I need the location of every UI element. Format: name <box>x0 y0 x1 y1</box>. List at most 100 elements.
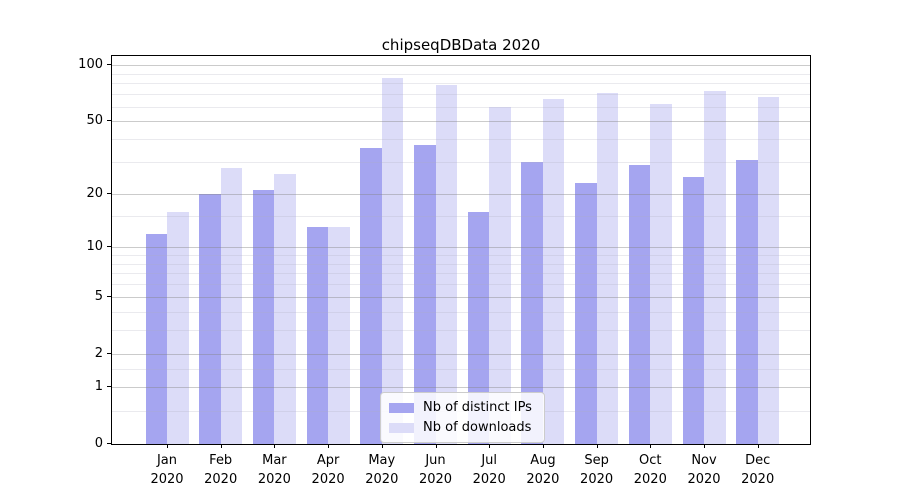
x-axis-tick-label: Dec 2020 <box>726 452 790 490</box>
x-tick-year: 2020 <box>687 471 721 487</box>
bar-downloads <box>328 227 350 444</box>
grid-line-minor <box>112 162 810 164</box>
y-axis-tick-label: 20 <box>86 186 103 202</box>
x-tick-year: 2020 <box>741 471 775 487</box>
x-tick-month: Feb <box>209 453 233 468</box>
legend-swatch-icon <box>389 422 414 433</box>
x-tick-month: Dec <box>745 453 771 468</box>
y-axis-tick-label: 0 <box>94 436 103 451</box>
bar-distinct-ips <box>575 183 597 444</box>
x-axis-tick <box>435 444 437 448</box>
bar-distinct-ips <box>252 190 275 444</box>
x-tick-month: May <box>368 453 396 468</box>
x-axis-tick-label: Jun 2020 <box>404 452 468 490</box>
x-tick-year: 2020 <box>526 471 560 487</box>
x-tick-month: Mar <box>262 453 287 468</box>
y-axis-tick-label: 5 <box>94 288 103 304</box>
x-tick-year: 2020 <box>365 471 399 487</box>
grid-line-minor <box>112 255 810 256</box>
x-axis-tick-label: Aug 2020 <box>511 452 575 490</box>
bar-distinct-ips <box>521 162 543 444</box>
y-axis-tick <box>107 120 111 122</box>
grid-line-minor <box>112 216 810 218</box>
grid-line-minor <box>112 73 810 75</box>
legend-label: Nb of distinct IPs <box>423 400 532 415</box>
x-axis-tick <box>220 444 222 448</box>
y-axis-tick-label: 100 <box>78 57 103 73</box>
bar-distinct-ips <box>414 145 436 444</box>
bar-downloads <box>650 104 672 444</box>
grid-line-minor <box>112 273 810 275</box>
x-tick-month: Oct <box>639 453 662 468</box>
legend-label: Nb of downloads <box>423 420 532 435</box>
x-axis-tick <box>704 444 705 448</box>
x-tick-month: Sep <box>584 453 609 468</box>
y-axis-tick <box>107 352 111 354</box>
bar-downloads <box>167 211 189 444</box>
y-axis-tick-label: 50 <box>86 113 103 129</box>
grid-line-minor <box>112 106 810 108</box>
grid-line-minor <box>112 94 810 96</box>
grid-line-major <box>112 296 810 298</box>
x-tick-year: 2020 <box>257 471 291 487</box>
y-axis-tick <box>107 246 111 248</box>
x-axis-tick-label: Feb 2020 <box>189 452 253 490</box>
x-axis-tick <box>596 444 598 448</box>
x-tick-month: Jan <box>156 453 178 468</box>
x-axis-tick-label: May 2020 <box>350 452 414 490</box>
x-axis-tick-label: Apr 2020 <box>296 452 360 490</box>
grid-line-minor <box>112 284 810 286</box>
y-axis-tick <box>107 295 111 297</box>
legend: Nb of distinct IPs Nb of downloads <box>380 392 545 443</box>
y-axis-tick <box>107 443 111 444</box>
plot-area <box>111 55 811 445</box>
x-axis-tick <box>167 444 168 448</box>
grid-line-major <box>112 387 810 389</box>
bar-downloads <box>435 85 457 444</box>
x-tick-year: 2020 <box>472 471 506 487</box>
grid-line-minor <box>112 311 810 313</box>
x-axis-tick <box>542 444 544 448</box>
grid-line-minor <box>112 139 810 141</box>
bar-distinct-ips <box>199 194 221 444</box>
bar-downloads <box>381 78 404 444</box>
bar-distinct-ips <box>360 147 382 444</box>
bar-downloads <box>220 167 243 444</box>
x-axis-tick <box>328 444 330 448</box>
bar-distinct-ips <box>628 164 651 444</box>
x-tick-year: 2020 <box>418 471 453 487</box>
legend-row: Nb of downloads <box>389 420 532 435</box>
x-tick-year: 2020 <box>150 471 184 487</box>
x-axis-tick-label: Jan 2020 <box>135 452 199 490</box>
x-axis-tick <box>381 444 383 448</box>
bar-distinct-ips <box>682 176 704 444</box>
y-axis-tick-label: 2 <box>94 345 103 361</box>
x-axis-tick-label: Sep 2020 <box>565 452 629 490</box>
grid-line-major <box>112 247 810 249</box>
grid-line-major <box>112 65 810 67</box>
grid-line-minor <box>112 368 810 370</box>
x-axis-tick-label: Mar 2020 <box>242 452 306 490</box>
y-axis-tick <box>107 386 111 388</box>
grid-line-minor <box>112 263 810 265</box>
x-tick-year: 2020 <box>311 471 345 487</box>
y-axis-tick-label: 10 <box>86 239 103 255</box>
x-tick-month: Nov <box>691 453 717 468</box>
x-tick-month: Aug <box>530 453 556 468</box>
x-axis-tick <box>489 444 491 448</box>
grid-line-minor <box>112 330 810 332</box>
y-axis-tick-label: 1 <box>94 379 103 395</box>
x-axis-tick-label: Nov 2020 <box>672 452 736 490</box>
x-axis-tick-label: Oct 2020 <box>618 452 682 490</box>
bar-downloads <box>704 90 726 444</box>
x-axis-tick <box>650 444 652 448</box>
x-tick-year: 2020 <box>204 471 238 487</box>
bar-distinct-ips <box>306 227 329 444</box>
bar-downloads <box>757 96 780 444</box>
grid-line-major <box>112 353 810 355</box>
bar-distinct-ips <box>736 159 758 444</box>
x-axis-tick-label: Jul 2020 <box>457 452 521 490</box>
bar-downloads <box>542 98 565 444</box>
grid-line-major <box>112 121 810 123</box>
